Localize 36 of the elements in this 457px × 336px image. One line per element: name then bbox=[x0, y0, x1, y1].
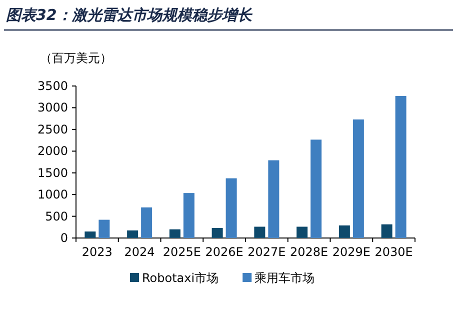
bar bbox=[254, 226, 266, 238]
title: 图表32：激光雷达市场规模稳步增长 bbox=[6, 6, 252, 24]
ylabel: （百万美元） bbox=[40, 51, 112, 65]
x-tick-label: 2023 bbox=[82, 245, 112, 259]
bar bbox=[268, 160, 280, 238]
bar bbox=[169, 229, 180, 238]
y-tick-label: 1500 bbox=[37, 166, 68, 180]
x-tick-label: 2025E bbox=[162, 245, 201, 259]
legend-label: 乘用车市场 bbox=[254, 271, 315, 285]
bar bbox=[84, 231, 96, 238]
x-tick-label: 2024 bbox=[124, 245, 155, 259]
y-tick-label: 3500 bbox=[37, 79, 68, 93]
x-tick-label: 2030E bbox=[374, 245, 413, 259]
bar bbox=[381, 224, 392, 238]
bar bbox=[352, 119, 364, 238]
y-tick-label: 0 bbox=[60, 231, 68, 245]
x-tick-label: 2029E bbox=[332, 245, 370, 259]
y-tick-label: 2500 bbox=[37, 122, 68, 136]
bar bbox=[127, 230, 138, 238]
y-tick-label: 2000 bbox=[37, 144, 68, 158]
x-tick-label: 2026E bbox=[205, 245, 244, 259]
x-tick-label: 2027E bbox=[248, 245, 286, 259]
x-tick-label: 2028E bbox=[290, 245, 328, 259]
legend-label: Robotaxi市场 bbox=[142, 271, 219, 285]
y-tick-label: 1000 bbox=[37, 188, 68, 202]
bar bbox=[212, 228, 223, 238]
bar bbox=[296, 226, 308, 238]
bar bbox=[226, 178, 237, 238]
bar bbox=[310, 140, 322, 238]
bar bbox=[395, 96, 406, 238]
y-tick-label: 3000 bbox=[37, 100, 68, 115]
bar bbox=[183, 193, 194, 238]
bar bbox=[141, 207, 152, 238]
bar bbox=[98, 220, 110, 238]
y-tick-label: 500 bbox=[45, 209, 68, 224]
bar bbox=[338, 225, 350, 238]
